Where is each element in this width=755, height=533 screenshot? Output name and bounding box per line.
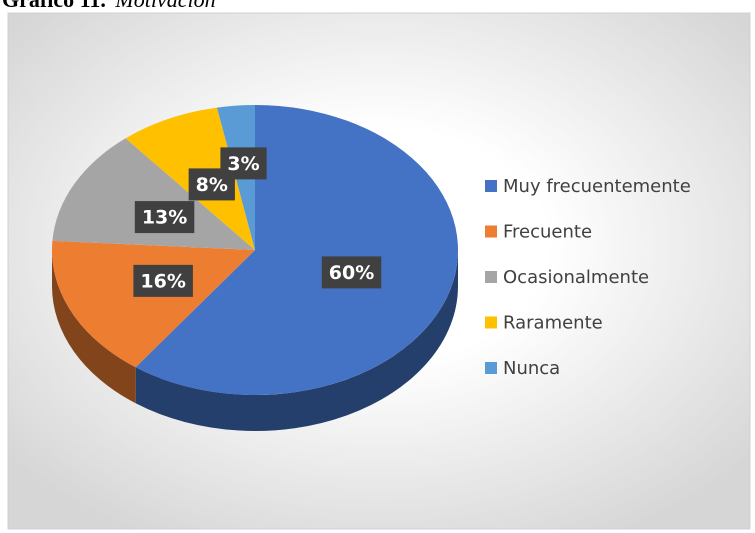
- data-label-box: [321, 256, 382, 289]
- legend-swatch: [485, 180, 497, 192]
- data-label-box: [220, 147, 267, 180]
- legend-swatch: [485, 362, 497, 374]
- data-label: 16%: [140, 270, 185, 292]
- slice-side: [135, 250, 458, 431]
- slice: [135, 105, 458, 395]
- title-sub: Motivación: [114, 0, 215, 12]
- data-label-box: [134, 201, 195, 234]
- data-label: 8%: [196, 174, 228, 196]
- legend-label: Nunca: [503, 358, 560, 379]
- data-label: 60%: [329, 262, 374, 284]
- slice: [51, 240, 255, 368]
- title-main: Gráfico 11.: [2, 0, 106, 12]
- data-label-box: [133, 264, 193, 297]
- legend-label: Muy frecuentemente: [503, 176, 691, 197]
- slice-side: [52, 250, 136, 404]
- slice: [52, 138, 255, 250]
- data-label: 3%: [227, 153, 259, 175]
- legend-label: Frecuente: [503, 222, 592, 243]
- legend-label: Raramente: [503, 313, 603, 334]
- chart-title: Gráfico 11. Motivación: [2, 0, 216, 12]
- legend-swatch: [485, 316, 497, 329]
- data-label: 13%: [142, 207, 187, 229]
- legend-swatch: [485, 225, 497, 238]
- legend-label: Ocasionalmente: [503, 267, 649, 288]
- legend-swatch: [485, 271, 497, 283]
